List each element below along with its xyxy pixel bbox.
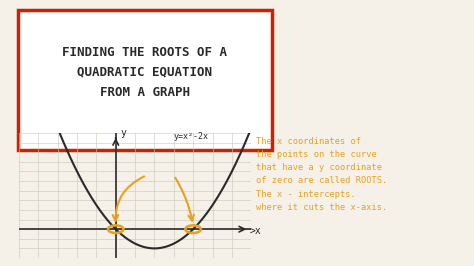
Text: y: y [120, 128, 126, 138]
Text: FINDING THE ROOTS OF A
QUADRATIC EQUATION
FROM A GRAPH: FINDING THE ROOTS OF A QUADRATIC EQUATIO… [62, 46, 227, 99]
Text: The x coordinates of
the points on the curve
that have a y coordinate
of zero ar: The x coordinates of the points on the c… [255, 137, 387, 212]
FancyBboxPatch shape [18, 10, 272, 150]
Text: >x: >x [249, 226, 261, 236]
Text: y=x²-2x: y=x²-2x [174, 132, 209, 141]
